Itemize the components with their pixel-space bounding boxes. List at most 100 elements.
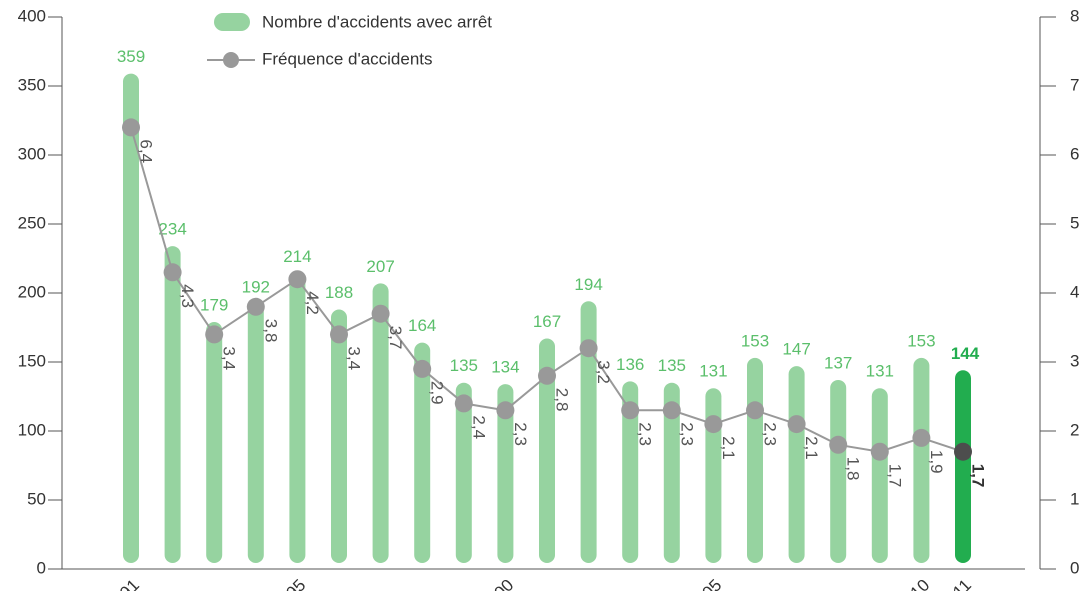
line-value-label: 2,3 <box>636 422 655 446</box>
bar <box>955 370 971 563</box>
bar-value-label: 134 <box>491 358 519 377</box>
y2-tick-label: 0 <box>1070 558 1079 577</box>
line-point <box>662 401 681 420</box>
x-tick-label: 2000 <box>477 576 517 591</box>
bar-value-label: 164 <box>408 316 436 335</box>
x-tick-label: 2005 <box>685 576 725 591</box>
y2-tick-label: 2 <box>1070 420 1079 439</box>
line-value-label: 3,4 <box>345 346 364 370</box>
y-tick-label: 250 <box>18 213 46 232</box>
line-point <box>371 304 390 323</box>
line-point <box>538 366 556 385</box>
y2-tick-label: 6 <box>1070 144 1079 163</box>
line-point <box>163 263 182 282</box>
bar <box>372 283 389 563</box>
line-point <box>496 401 515 420</box>
bar-value-label: 179 <box>200 295 228 314</box>
y-tick-label: 50 <box>27 489 46 508</box>
x-tick-label: 1995 <box>269 576 309 591</box>
legend-label: Fréquence d'accidents <box>262 49 433 68</box>
line-value-label: 2,1 <box>802 436 821 460</box>
line-point <box>246 297 265 316</box>
x-tick-label: 2010 <box>893 576 933 591</box>
bar-value-label: 131 <box>699 362 727 381</box>
line-point <box>579 339 598 358</box>
bar <box>580 301 597 563</box>
line-point <box>704 415 723 434</box>
line-point <box>954 442 972 461</box>
legend-swatch-dot <box>223 52 239 68</box>
line-point <box>829 435 848 454</box>
line-value-label: 2,3 <box>677 422 696 446</box>
line-point <box>288 270 307 289</box>
line-value-label: 1,7 <box>969 464 988 488</box>
line-value-label: 2,4 <box>469 415 488 439</box>
bar <box>164 246 181 563</box>
y-tick-label: 0 <box>37 558 46 577</box>
y2-tick-label: 8 <box>1070 6 1079 25</box>
bar <box>539 338 555 563</box>
y-tick-label: 300 <box>18 144 46 163</box>
bar <box>455 382 472 563</box>
line-value-label: 2,1 <box>719 436 738 460</box>
bar-value-label: 131 <box>866 362 894 381</box>
bar <box>331 309 347 563</box>
bar <box>705 388 722 563</box>
y2-tick-label: 1 <box>1070 489 1079 508</box>
bar <box>788 366 805 563</box>
line-point <box>205 325 224 344</box>
y-tick-label: 100 <box>18 420 46 439</box>
x-tick-label: 1991 <box>103 576 143 591</box>
line-value-label: 4,2 <box>303 291 322 315</box>
line-value-label: 1,8 <box>844 457 863 481</box>
y-tick-label: 400 <box>18 6 46 25</box>
bar-value-label: 192 <box>242 278 270 297</box>
bar <box>913 357 930 563</box>
bar-value-label: 234 <box>158 220 186 239</box>
bar-value-label: 144 <box>951 344 980 363</box>
bar <box>289 273 306 563</box>
line-point <box>413 359 432 378</box>
line-point <box>870 442 889 461</box>
bar-value-label: 136 <box>616 355 644 374</box>
y-tick-label: 150 <box>18 351 46 370</box>
bar <box>830 379 847 563</box>
line-point <box>787 415 806 434</box>
bar-value-label: 194 <box>574 275 602 294</box>
legend-swatch-bar <box>214 13 250 31</box>
y2-tick-label: 5 <box>1070 213 1079 232</box>
line-value-label: 3,4 <box>220 346 239 370</box>
line-point <box>912 428 931 447</box>
y-tick-label: 350 <box>18 75 46 94</box>
bar-value-label: 214 <box>283 247 311 266</box>
bar-value-label: 153 <box>907 331 935 350</box>
line-point <box>621 401 640 420</box>
y-tick-label: 200 <box>18 282 46 301</box>
bar <box>414 342 431 563</box>
line-point <box>746 401 764 420</box>
bar <box>663 382 680 563</box>
bar <box>871 388 888 563</box>
bar-value-label: 135 <box>658 356 686 375</box>
line-value-label: 4,3 <box>178 284 197 308</box>
bar <box>206 321 223 563</box>
line-point <box>122 118 140 137</box>
line-value-label: 3,7 <box>386 326 405 350</box>
bar <box>747 357 763 563</box>
bar <box>123 73 139 563</box>
bar-value-label: 359 <box>117 47 145 66</box>
line-point <box>454 394 473 413</box>
bar-value-label: 147 <box>782 340 810 359</box>
bar-value-label: 153 <box>741 331 769 350</box>
line-value-label: 6,4 <box>137 139 156 163</box>
line-value-label: 1,9 <box>927 450 946 474</box>
legend-label: Nombre d'accidents avec arrêt <box>262 12 492 31</box>
line-value-label: 3,8 <box>261 319 280 343</box>
line-value-label: 1,7 <box>885 464 904 488</box>
line-value-label: 3,2 <box>594 360 613 384</box>
y2-tick-label: 3 <box>1070 351 1079 370</box>
y2-tick-label: 4 <box>1070 282 1079 301</box>
bar-value-label: 137 <box>824 353 852 372</box>
line-value-label: 2,3 <box>511 422 530 446</box>
